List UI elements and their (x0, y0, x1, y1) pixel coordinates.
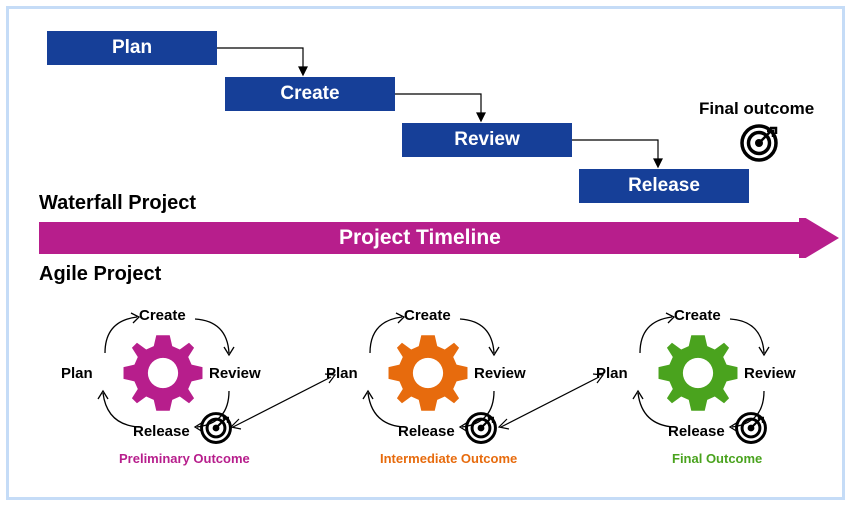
stage-label: Plan (112, 37, 152, 59)
waterfall-connector-1 (217, 45, 317, 79)
cycle-arrow-bl (362, 385, 412, 435)
cycle-arrow-tl (97, 311, 147, 361)
timeline-label: Project Timeline (339, 226, 501, 250)
cycle-arrow-bl (632, 385, 682, 435)
stage-label: Create (280, 83, 339, 105)
target-icon (734, 411, 768, 445)
waterfall-stage-review: Review (402, 123, 572, 157)
waterfall-section-label: Waterfall Project (39, 192, 196, 215)
outcome-label-3: Final Outcome (672, 451, 762, 466)
waterfall-stage-create: Create (225, 77, 395, 111)
target-icon (199, 411, 233, 445)
waterfall-stage-release: Release (579, 169, 749, 203)
cycle-arrow-tl (362, 311, 412, 361)
cycle-label-review: Review (744, 365, 796, 382)
outcome-label-2: Intermediate Outcome (380, 451, 517, 466)
stage-label: Review (454, 129, 519, 151)
agile-cycle-3: Create Review Release Plan Final Outcome (584, 299, 814, 469)
waterfall-final-outcome-label: Final outcome (699, 99, 814, 119)
agile-link-2 (497, 371, 607, 431)
cycle-arrow-tl (632, 311, 682, 361)
outcome-label-1: Preliminary Outcome (119, 451, 250, 466)
cycle-arrow-tr (454, 313, 504, 363)
waterfall-stage-plan: Plan (47, 31, 217, 65)
agile-section-label: Agile Project (39, 263, 161, 286)
waterfall-connector-2 (395, 91, 495, 125)
agile-link-1 (229, 371, 339, 431)
stage-label: Release (628, 175, 700, 197)
diagram-frame: Plan Create Review Release Final outcome… (6, 6, 845, 500)
target-icon (739, 123, 779, 163)
cycle-arrow-tr (189, 313, 239, 363)
cycle-arrow-tr (724, 313, 774, 363)
target-icon (464, 411, 498, 445)
waterfall-connector-3 (572, 137, 672, 171)
cycle-label-plan: Plan (61, 365, 93, 382)
cycle-arrow-bl (97, 385, 147, 435)
